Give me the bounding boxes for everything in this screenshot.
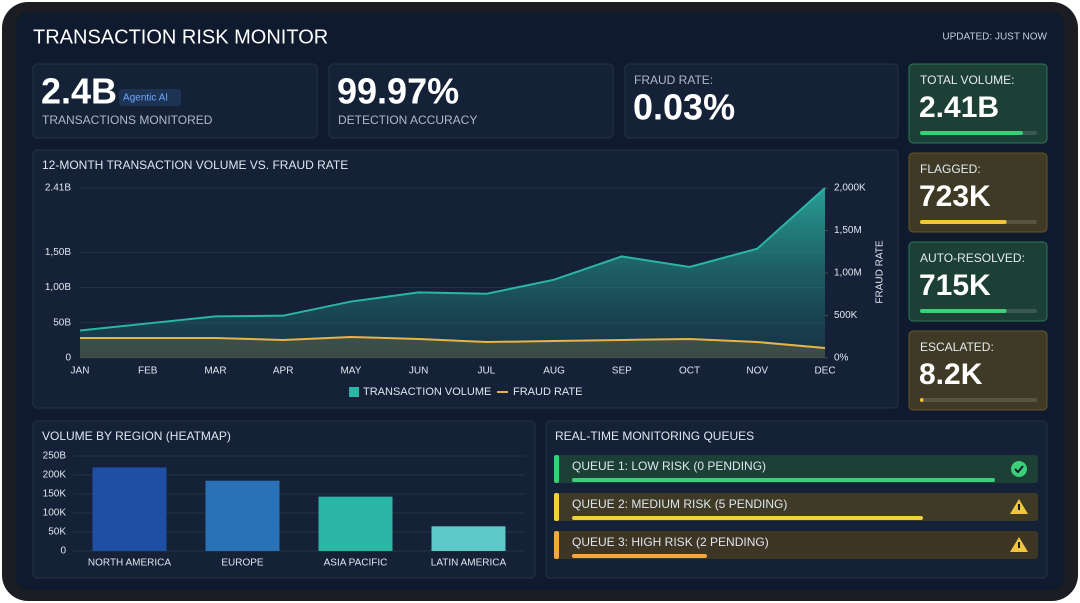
panel bbox=[328, 63, 614, 139]
updated: UPDATED: JUST NOW bbox=[942, 32, 1047, 43]
kpi-value: 2.4B bbox=[41, 71, 117, 112]
progress-fill bbox=[920, 309, 1007, 313]
legend-label: TRANSACTION VOLUME bbox=[363, 386, 491, 398]
bar bbox=[431, 526, 506, 551]
bar bbox=[318, 496, 393, 551]
warning-mark bbox=[1018, 542, 1020, 548]
kpi-label: FRAUD RATE: bbox=[634, 73, 713, 87]
y-tick-label: 50K bbox=[48, 527, 66, 538]
warning-mark bbox=[1018, 504, 1020, 510]
status-ok bbox=[1011, 461, 1027, 477]
queue-label: QUEUE 3: HIGH RISK (2 PENDING) bbox=[572, 535, 769, 549]
card-label: FLAGGED: bbox=[920, 162, 981, 176]
x-tick-label: JUN bbox=[409, 366, 428, 377]
x-tick-label: NORTH AMERICA bbox=[88, 558, 171, 569]
queue-row bbox=[554, 531, 1038, 559]
queue-row bbox=[554, 455, 1038, 483]
y-tick-label: 0 bbox=[65, 353, 71, 364]
chart-title: 12-MONTH TRANSACTION VOLUME VS. FRAUD RA… bbox=[42, 158, 348, 172]
y2-tick-label: 1,00M bbox=[834, 268, 862, 279]
line bbox=[79, 187, 826, 332]
kpi-label: TRANSACTIONS MONITORED bbox=[42, 113, 213, 127]
badge-text: Agentic AI bbox=[123, 93, 168, 104]
panel bbox=[908, 330, 1048, 411]
queues-title: REAL-TIME MONITORING QUEUES bbox=[555, 429, 754, 443]
y-tick-label: 50B bbox=[53, 317, 71, 328]
progress-fill bbox=[920, 398, 924, 402]
card-label: TOTAL VOLUME: bbox=[920, 73, 1014, 87]
progress-fill bbox=[920, 131, 1023, 135]
y-tick-label: 150K bbox=[43, 489, 67, 500]
y-tick-label: 1,50B bbox=[45, 247, 71, 258]
card-label: ESCALATED: bbox=[920, 340, 994, 354]
progress-fill bbox=[572, 554, 707, 558]
queue-row bbox=[554, 493, 1038, 521]
y2-tick-label: 500K bbox=[834, 310, 858, 321]
y-tick-label: 2.41B bbox=[45, 183, 71, 194]
x-tick-label: ASIA PACIFIC bbox=[324, 558, 388, 569]
y-tick-label: 100K bbox=[43, 508, 67, 519]
card-value: 8.2K bbox=[919, 358, 983, 391]
x-tick-label: NOV bbox=[746, 366, 768, 377]
panel bbox=[908, 63, 1048, 144]
status-check bbox=[1014, 465, 1024, 474]
line bbox=[80, 336, 826, 349]
queue-accent bbox=[554, 455, 559, 483]
card-value: 2.41B bbox=[919, 91, 999, 124]
progress-fill bbox=[920, 220, 1007, 224]
progress-track bbox=[920, 398, 1037, 402]
card-value: 723K bbox=[919, 180, 991, 213]
x-tick-label: APR bbox=[273, 366, 294, 377]
bar bbox=[92, 467, 167, 551]
legend-swatch bbox=[349, 387, 359, 397]
y-tick-label: 200K bbox=[43, 470, 67, 481]
queue-accent bbox=[554, 493, 559, 521]
x-tick-label: OCT bbox=[679, 366, 700, 377]
y2-tick-label: 1,50M bbox=[834, 225, 862, 236]
kpi-value: 0.03% bbox=[633, 87, 735, 128]
kpi-label: DETECTION ACCURACY bbox=[338, 113, 477, 127]
x-tick-label: FEB bbox=[138, 366, 158, 377]
panel bbox=[908, 152, 1048, 233]
area bbox=[80, 188, 825, 358]
queue-accent bbox=[554, 531, 559, 559]
y-tick-label: 250B bbox=[43, 451, 67, 462]
y2-tick-label: 2,000K bbox=[834, 183, 866, 194]
area bbox=[80, 337, 825, 358]
x-tick-label: SEP bbox=[612, 366, 632, 377]
y2-axis-label: FRAUD RATE bbox=[875, 240, 886, 303]
panel bbox=[624, 63, 899, 139]
x-tick-label: AUG bbox=[543, 366, 565, 377]
card-label: AUTO-RESOLVED: bbox=[920, 251, 1025, 265]
x-tick-label: DEC bbox=[814, 366, 835, 377]
queue-label: QUEUE 2: MEDIUM RISK (5 PENDING) bbox=[572, 497, 787, 511]
y-tick-label: 0 bbox=[60, 546, 66, 557]
chart-title: VOLUME BY REGION (HEATMAP) bbox=[42, 429, 231, 443]
kpi-value: 99.97% bbox=[337, 71, 459, 112]
y2-tick-label: 0% bbox=[834, 353, 849, 364]
x-tick-label: MAY bbox=[340, 366, 361, 377]
x-tick-label: EUROPE bbox=[221, 558, 264, 569]
y-tick-label: 1,00B bbox=[45, 282, 71, 293]
badge bbox=[119, 89, 182, 106]
progress-fill bbox=[572, 516, 923, 520]
x-tick-label: MAR bbox=[204, 366, 226, 377]
panel bbox=[908, 241, 1048, 322]
x-tick-label: JAN bbox=[71, 366, 90, 377]
legend-label: FRAUD RATE bbox=[513, 386, 582, 398]
progress-fill bbox=[572, 478, 995, 482]
x-tick-label: LATIN AMERICA bbox=[431, 558, 507, 569]
x-tick-label: JUL bbox=[477, 366, 495, 377]
queue-label: QUEUE 1: LOW RISK (0 PENDING) bbox=[572, 459, 766, 473]
bar bbox=[205, 480, 280, 551]
card-value: 715K bbox=[919, 269, 991, 302]
title: TRANSACTION RISK MONITOR bbox=[33, 26, 328, 48]
